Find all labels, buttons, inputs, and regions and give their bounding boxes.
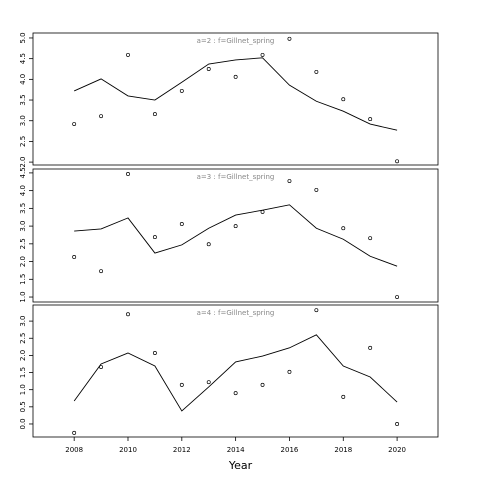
point	[314, 308, 319, 313]
x-tick-label: 2020	[388, 446, 406, 454]
point	[395, 159, 400, 164]
point	[314, 187, 319, 192]
fit-line	[73, 334, 398, 412]
y-tick-label: 3.5	[19, 203, 27, 214]
y-tick-label: 2.0	[19, 350, 27, 361]
point	[179, 382, 184, 387]
y-tick-label: 2.5	[19, 238, 27, 249]
y-tick-label: 3.0	[19, 221, 27, 232]
point	[152, 235, 157, 240]
point	[368, 117, 373, 122]
y-tick-label: 2.5	[19, 333, 27, 344]
point	[206, 380, 211, 385]
point	[260, 382, 265, 387]
point	[395, 295, 400, 299]
x-tick-label: 2010	[119, 446, 137, 454]
y-tick-label: 0.5	[19, 401, 27, 412]
point	[72, 255, 77, 259]
point	[126, 172, 130, 176]
x-tick-label: 2012	[173, 446, 191, 454]
y-tick-label: 2.0	[19, 157, 27, 168]
panel-frame	[32, 168, 439, 303]
panel-frame	[32, 32, 439, 166]
point	[152, 112, 157, 117]
point	[179, 222, 184, 226]
point	[395, 422, 400, 426]
y-tick-label: 2.0	[19, 256, 27, 267]
panel-title: a=2 : f=Gillnet_spring	[197, 37, 275, 45]
y-tick-label: 0.0	[19, 418, 27, 429]
panel-title: a=3 : f=Gillnet_spring	[197, 173, 275, 181]
panel-title: a=4 : f=Gillnet_spring	[197, 309, 275, 317]
point	[233, 74, 238, 79]
y-tick-label: 3.0	[19, 316, 27, 327]
y-tick-label: 2.5	[19, 136, 27, 147]
point	[152, 351, 157, 355]
point	[287, 369, 292, 374]
point	[368, 236, 373, 241]
point	[341, 226, 346, 231]
point	[233, 391, 238, 396]
point	[314, 69, 319, 74]
point	[72, 122, 77, 126]
x-tick-label: 2008	[65, 446, 83, 454]
point	[287, 179, 292, 184]
y-tick-label: 4.5	[19, 167, 27, 178]
y-tick-label: 5.0	[19, 32, 27, 43]
point	[368, 345, 373, 350]
point	[260, 52, 265, 57]
point	[179, 88, 184, 93]
point	[99, 114, 104, 119]
y-tick-label: 1.0	[19, 384, 27, 395]
point	[126, 52, 130, 57]
fit-line	[73, 57, 398, 131]
y-tick-label: 4.0	[19, 185, 27, 196]
x-tick-label: 2014	[227, 446, 245, 454]
point	[206, 242, 211, 247]
point	[287, 36, 292, 41]
panel-frame	[32, 304, 439, 438]
x-axis-label: Year	[228, 459, 253, 472]
point	[206, 67, 211, 71]
point	[341, 394, 346, 399]
point	[72, 430, 77, 435]
y-tick-label: 1.0	[19, 291, 27, 302]
y-tick-label: 3.5	[19, 94, 27, 105]
point	[341, 97, 346, 102]
y-tick-label: 4.5	[19, 53, 27, 64]
y-tick-label: 3.0	[19, 115, 27, 126]
point	[126, 312, 130, 317]
fit-line	[74, 204, 398, 267]
x-tick-label: 2018	[334, 446, 352, 454]
point	[99, 365, 104, 370]
y-tick-label: 1.5	[19, 367, 27, 378]
point	[99, 269, 104, 274]
x-tick-label: 2016	[281, 446, 299, 454]
point	[233, 224, 238, 229]
y-tick-label: 4.0	[19, 74, 27, 85]
y-tick-label: 1.5	[19, 274, 27, 285]
